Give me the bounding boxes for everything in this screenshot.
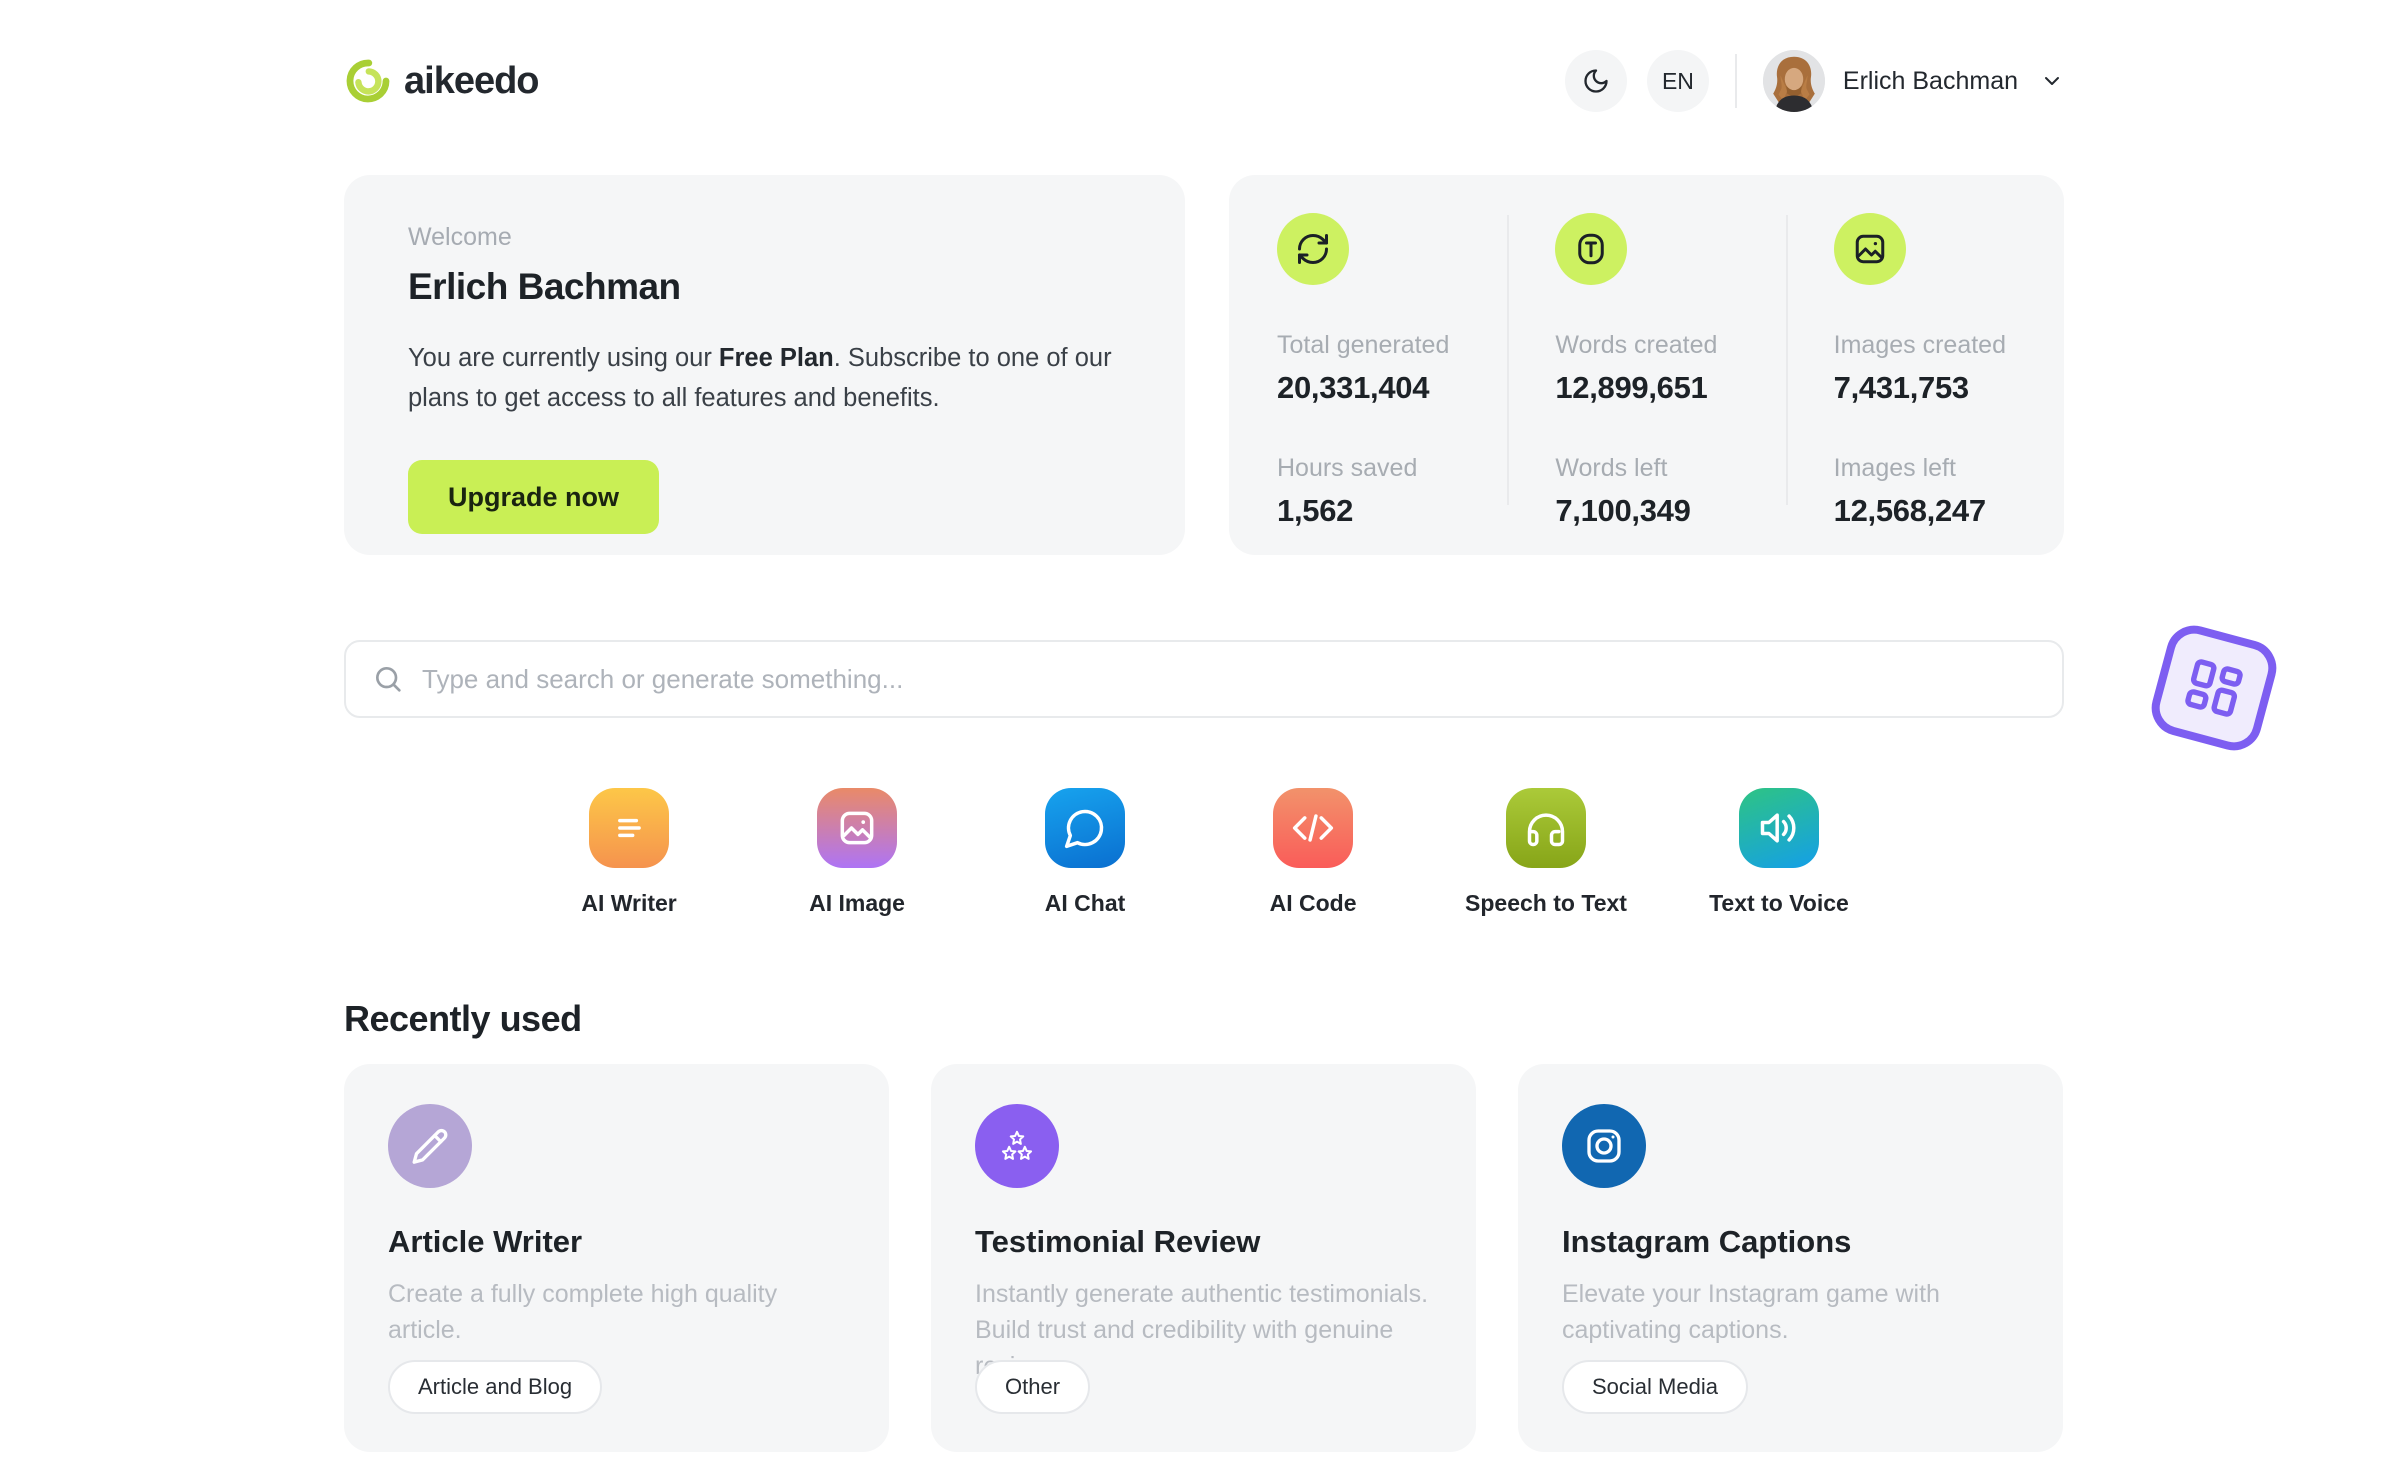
dashboard-grid-icon bbox=[2185, 659, 2243, 717]
usage-stats-card: Total generated 20,331,404 Hours saved 1… bbox=[1229, 175, 2064, 555]
header-actions: EN Erlich Bachman bbox=[1564, 50, 2064, 112]
plan-message-after: . Subscribe to one of our plans to get a… bbox=[408, 344, 1112, 412]
theme-toggle-button[interactable] bbox=[1564, 50, 1627, 112]
headphones-icon bbox=[1505, 788, 1586, 868]
user-name: Erlich Bachman bbox=[1842, 66, 2018, 95]
tool-label: Text to Voice bbox=[1709, 890, 1849, 916]
logo[interactable]: aikeedo bbox=[344, 57, 540, 105]
plan-message-before: You are currently using our bbox=[408, 344, 719, 372]
instagram-icon bbox=[1562, 1104, 1646, 1188]
stat-column-generated: Total generated 20,331,404 Hours saved 1… bbox=[1229, 175, 1507, 555]
search-bar bbox=[344, 640, 2064, 718]
stat-value: 20,331,404 bbox=[1277, 370, 1430, 405]
avatar bbox=[1762, 50, 1825, 112]
stat-label: Words created bbox=[1555, 331, 1718, 359]
tool-text-to-voice[interactable]: Text to Voice bbox=[1703, 788, 1855, 917]
chevron-down-icon bbox=[2045, 77, 2059, 85]
recently-used-grid: Article Writer Create a fully complete h… bbox=[344, 1064, 2064, 1452]
tool-ai-writer[interactable]: AI Writer bbox=[553, 788, 705, 917]
recent-card-testimonial-review[interactable]: Testimonial Review Instantly generate au… bbox=[931, 1064, 1476, 1452]
stat-column-words: Words created 12,899,651 Words left 7,10… bbox=[1507, 175, 1785, 555]
stat-value: 12,568,247 bbox=[1833, 493, 1986, 528]
welcome-user-name: Erlich Bachman bbox=[408, 266, 681, 307]
tool-ai-code[interactable]: AI Code bbox=[1237, 788, 1389, 917]
tools-row: AI Writer AI Image AI Chat bbox=[344, 788, 2064, 917]
recent-card-instagram-captions[interactable]: Instagram Captions Elevate your Instagra… bbox=[1518, 1064, 2063, 1452]
plan-message: You are currently using our Free Plan. S… bbox=[408, 338, 1121, 418]
recent-card-description: Create a fully complete high quality art… bbox=[388, 1280, 778, 1344]
recent-card-description: Elevate your Instagram game with captiva… bbox=[1562, 1280, 1940, 1344]
stat-label: Images left bbox=[1833, 454, 1956, 482]
plan-name: Free Plan bbox=[718, 344, 834, 372]
stat-label: Total generated bbox=[1277, 331, 1450, 359]
stat-value: 12,899,651 bbox=[1555, 370, 1708, 405]
moon-icon bbox=[1584, 69, 1608, 93]
tool-label: AI Chat bbox=[1044, 890, 1126, 916]
tool-ai-chat[interactable]: AI Chat bbox=[1009, 788, 1161, 917]
recent-card-tag: Other bbox=[975, 1360, 1091, 1414]
stat-value: 7,100,349 bbox=[1555, 493, 1691, 528]
recent-card-tag: Article and Blog bbox=[388, 1360, 603, 1414]
stat-column-images: Images created 7,431,753 Images left 12,… bbox=[1785, 175, 2064, 555]
stat-label: Hours saved bbox=[1277, 454, 1418, 482]
recent-card-title: Instagram Captions bbox=[1562, 1224, 1852, 1259]
search-icon bbox=[376, 667, 401, 692]
language-button[interactable]: EN bbox=[1646, 50, 1709, 112]
welcome-label: Welcome bbox=[408, 223, 512, 251]
stat-value: 7,431,753 bbox=[1833, 370, 1970, 405]
logo-swirl-icon bbox=[346, 59, 390, 103]
header-divider bbox=[1734, 54, 1737, 108]
stars-icon bbox=[975, 1104, 1059, 1188]
tool-ai-image[interactable]: AI Image bbox=[781, 788, 933, 917]
chat-bubble-icon bbox=[1045, 788, 1126, 868]
recent-card-description: Instantly generate authentic testimonial… bbox=[975, 1280, 1429, 1380]
tool-label: AI Writer bbox=[581, 890, 677, 916]
refresh-icon bbox=[1277, 213, 1349, 285]
search-input[interactable] bbox=[422, 663, 2036, 695]
tool-label: AI Code bbox=[1269, 890, 1357, 916]
images-icon bbox=[1833, 213, 1906, 285]
image-icon bbox=[817, 788, 898, 868]
stat-value: 1,562 bbox=[1277, 493, 1354, 528]
upgrade-now-button[interactable]: Upgrade now bbox=[408, 460, 660, 534]
apps-widget-button[interactable] bbox=[2145, 619, 2283, 757]
stat-label: Words left bbox=[1555, 454, 1668, 482]
tool-speech-to-text[interactable]: Speech to Text bbox=[1465, 788, 1627, 917]
tool-label: Speech to Text bbox=[1465, 890, 1627, 916]
recent-card-title: Article Writer bbox=[388, 1224, 583, 1259]
logo-text: aikeedo bbox=[404, 59, 540, 102]
recently-used-title: Recently used bbox=[344, 998, 582, 1039]
header: aikeedo EN bbox=[344, 46, 2064, 116]
speaker-icon bbox=[1738, 788, 1819, 868]
welcome-card: Welcome Erlich Bachman You are currently… bbox=[344, 175, 1185, 555]
code-icon bbox=[1273, 788, 1354, 868]
tool-label: AI Image bbox=[809, 890, 905, 916]
stat-label: Images created bbox=[1833, 331, 2006, 359]
recent-card-article-writer[interactable]: Article Writer Create a fully complete h… bbox=[344, 1064, 889, 1452]
recent-card-tag: Social Media bbox=[1562, 1360, 1748, 1414]
pencil-icon bbox=[388, 1104, 472, 1188]
text-lines-icon bbox=[589, 788, 670, 868]
recent-card-title: Testimonial Review bbox=[975, 1224, 1261, 1259]
user-menu[interactable]: Erlich Bachman bbox=[1762, 50, 2064, 112]
words-icon bbox=[1555, 213, 1628, 285]
